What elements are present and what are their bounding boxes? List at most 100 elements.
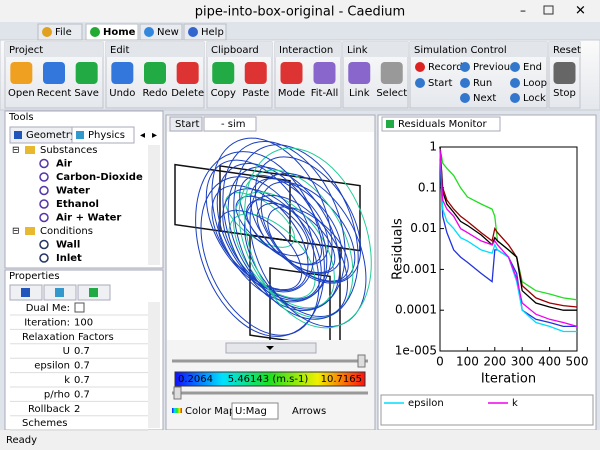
status-text: Ready xyxy=(6,435,37,446)
menu-tab-label[interactable]: New xyxy=(157,27,179,38)
button-icon[interactable] xyxy=(553,62,576,84)
ribbon-button[interactable]: Recent xyxy=(37,88,72,99)
property-value[interactable]: 0.7 xyxy=(74,389,90,400)
y-tick-label: 1 xyxy=(429,140,437,154)
ribbon-button[interactable]: Fit-All xyxy=(311,88,339,99)
panel-title: Tools xyxy=(8,112,34,123)
tools-tab-label[interactable]: Physics xyxy=(88,130,125,141)
scrollbar xyxy=(148,145,160,265)
tree-group[interactable]: Conditions xyxy=(40,226,93,237)
ribbon-button[interactable]: Redo xyxy=(142,88,167,99)
colorbar-mid: 5.46143 (m.s-1) xyxy=(228,374,309,385)
tree-item[interactable]: Air + Water xyxy=(56,213,121,224)
button-icon[interactable] xyxy=(212,62,235,84)
button-icon[interactable] xyxy=(111,62,134,84)
slider-thumb[interactable] xyxy=(357,354,366,368)
property-value[interactable]: 0.7 xyxy=(74,346,90,357)
tools-tab-label[interactable]: Geometry xyxy=(26,130,76,141)
tab-icon xyxy=(55,288,64,297)
monitor-panel xyxy=(377,114,597,431)
slider-thumb[interactable] xyxy=(173,386,182,400)
tools-tab[interactable] xyxy=(71,126,135,144)
checkbox[interactable] xyxy=(74,302,85,313)
ribbon-button[interactable]: Record xyxy=(428,62,463,73)
ribbon-button[interactable]: Mode xyxy=(278,88,305,99)
group-header xyxy=(275,42,341,57)
ribbon-button[interactable]: Paste xyxy=(242,88,269,99)
tree-item[interactable]: Water xyxy=(56,186,90,197)
y-tick-label: 0.01 xyxy=(410,221,437,235)
tree-group[interactable]: Substances xyxy=(40,145,98,156)
tab-icon xyxy=(21,288,30,297)
scroll-arrow[interactable]: ◂ xyxy=(140,130,145,141)
ribbon-button[interactable]: Undo xyxy=(109,88,135,99)
monitor-tab-label[interactable]: Residuals Monitor xyxy=(398,119,488,130)
viewer-tab[interactable] xyxy=(169,116,203,132)
ribbon-button[interactable]: Delete xyxy=(171,88,204,99)
scroll-arrow[interactable]: ▸ xyxy=(152,130,157,141)
tree-item[interactable]: Wall xyxy=(56,240,80,251)
button-icon[interactable] xyxy=(10,62,33,84)
property-value[interactable]: 0.7 xyxy=(74,375,90,386)
button-icon xyxy=(460,78,470,88)
property-label: p/rho xyxy=(44,389,70,400)
property-value[interactable]: 100 xyxy=(74,317,93,328)
ribbon-button[interactable]: Next xyxy=(473,93,496,104)
button-icon xyxy=(510,78,520,88)
legend-label: epsilon xyxy=(408,398,444,409)
ribbon-button[interactable]: Start xyxy=(428,78,453,89)
x-tick-label: 500 xyxy=(566,355,589,369)
ribbon-button[interactable]: Run xyxy=(473,78,492,89)
property-value[interactable]: 2 xyxy=(74,404,80,415)
ribbon-button[interactable]: Lock xyxy=(523,93,546,104)
button-icon[interactable] xyxy=(144,62,166,84)
ribbon-button[interactable]: Save xyxy=(74,88,99,99)
menu-tab-label[interactable]: File xyxy=(55,27,72,38)
viewer-tab-label[interactable]: - sim xyxy=(221,119,246,130)
button-icon[interactable] xyxy=(43,62,65,84)
minimize[interactable]: – xyxy=(520,4,526,18)
tree-item[interactable]: Carbon-Dioxide xyxy=(56,172,143,183)
maximize[interactable] xyxy=(543,5,554,15)
property-label: Dual Me: xyxy=(26,303,70,314)
field-select[interactable] xyxy=(231,402,279,420)
ribbon-button[interactable]: Link xyxy=(349,88,370,99)
menu-tab-label[interactable]: Home xyxy=(103,27,136,38)
ribbon-button[interactable]: Select xyxy=(376,88,407,99)
tree-item[interactable]: Air xyxy=(56,159,72,170)
arrows-label[interactable]: Arrows xyxy=(292,406,326,417)
title-bar xyxy=(0,0,600,22)
y-tick-label: 0.001 xyxy=(403,262,437,276)
panel-title: Properties xyxy=(9,271,60,282)
button-icon[interactable] xyxy=(380,62,403,84)
group-header xyxy=(549,42,580,57)
menu-tab-label[interactable]: Help xyxy=(201,27,224,38)
close[interactable]: ✕ xyxy=(575,4,586,19)
ribbon-button[interactable]: Copy xyxy=(211,88,236,99)
property-label: Iteration: xyxy=(24,317,70,328)
tree-item[interactable]: Ethanol xyxy=(56,199,99,210)
colorbar xyxy=(174,371,366,387)
viewer-tab-label[interactable]: Start xyxy=(175,119,200,130)
property-section: Relaxation Factors xyxy=(22,332,114,343)
button-icon[interactable] xyxy=(348,62,371,84)
ribbon-button[interactable]: Previous xyxy=(473,62,515,73)
ribbon-button[interactable]: End xyxy=(523,62,542,73)
button-icon[interactable] xyxy=(75,62,98,84)
ribbon-button[interactable]: Open xyxy=(8,88,35,99)
button-icon[interactable] xyxy=(176,62,199,84)
viewer-tab[interactable] xyxy=(203,116,257,132)
monitor-tab[interactable] xyxy=(381,116,501,132)
tree-item[interactable]: Inlet xyxy=(56,253,82,264)
folder-icon xyxy=(25,227,35,235)
menu-tab[interactable] xyxy=(85,23,139,41)
button-icon[interactable] xyxy=(313,62,336,84)
series-line xyxy=(439,146,578,301)
button-icon[interactable] xyxy=(244,62,267,84)
property-value[interactable]: 0.7 xyxy=(74,361,90,372)
ribbon-button[interactable]: Loop xyxy=(523,78,547,89)
ribbon-button[interactable]: Stop xyxy=(553,88,576,99)
field-value[interactable]: U:Mag xyxy=(235,406,267,417)
colormap-icon xyxy=(172,408,182,413)
button-icon[interactable] xyxy=(280,62,303,84)
